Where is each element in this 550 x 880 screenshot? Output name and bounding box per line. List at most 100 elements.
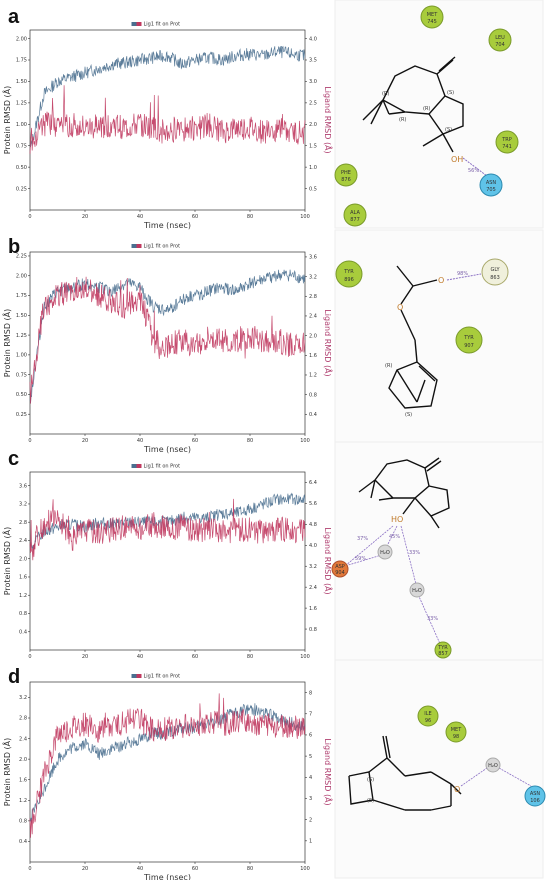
panel-letter: a [8, 6, 20, 28]
y-tick-label: 1.00 [16, 353, 27, 359]
y2-tick-label: 3.0 [309, 79, 317, 85]
legend-swatch-ligand [136, 464, 142, 468]
y-axis-label: Protein RMSD (Å) [1, 738, 12, 807]
residue-number: 907 [464, 343, 474, 349]
residue-bubble: ASN 106 [524, 785, 546, 807]
residue-number: 741 [502, 144, 512, 150]
x-tick-label: 20 [82, 214, 88, 220]
x-tick-label: 0 [28, 214, 31, 220]
y-axis-label: Protein RMSD (Å) [1, 527, 12, 596]
x-tick-label: 60 [192, 214, 198, 220]
x-tick-label: 100 [300, 214, 310, 220]
residue-name: TYR [343, 269, 354, 275]
legend: Lig1 fit on Prot [131, 22, 180, 28]
x-tick-label: 0 [28, 654, 31, 660]
legend-swatch-protein [131, 22, 137, 26]
residue-bubble: ASP 904 [331, 560, 349, 578]
panel-letter: d [8, 666, 21, 688]
residue-number: 704 [495, 42, 505, 48]
water-label: H₂O [380, 550, 390, 556]
panel-c: c Lig1 fit on Prot 0 20 40 60 80 100 0.4 0.8 1.2 1… [0, 441, 550, 662]
residue-bubble: TRP 741 [495, 130, 519, 154]
y2-tick-label: 1.2 [309, 373, 317, 379]
residue-bubble: TYR 857 [434, 641, 452, 659]
carbonyl-oxygen: O [438, 276, 444, 285]
panel-d: d Lig1 fit on Prot 0 20 40 60 80 100 0.4 0.8 1.2 1… [0, 659, 550, 880]
x-tick-label: 20 [82, 438, 88, 444]
legend-label: Lig1 fit on Prot [144, 674, 181, 680]
diagram-frame [334, 659, 544, 879]
y2-tick-label: 1.6 [309, 353, 317, 359]
panel-b: b Lig1 fit on Prot 0 20 40 60 80 100 0.25 0.50 0.… [0, 229, 550, 454]
residue-name: PHE [341, 170, 351, 176]
residue-bubble: MET 98 [445, 721, 467, 743]
y-tick-label: 0.50 [16, 165, 27, 171]
y2-tick-label: 3.6 [309, 255, 317, 261]
residue-name: ASN [530, 791, 541, 797]
residue-bubble: GLY 863 [481, 258, 509, 286]
y-axis-label: Protein RMSD (Å) [1, 309, 12, 378]
y-tick-label: 1.75 [16, 58, 27, 64]
hbond-percent: 45% [389, 534, 400, 540]
hbond-percent: 33% [409, 550, 420, 556]
plot-frame [29, 29, 306, 211]
y2-axis-label: Ligand RMSD (Å) [323, 309, 334, 376]
y-tick-label: 1.25 [16, 101, 27, 107]
y2-tick-label: 4.0 [309, 36, 317, 42]
interaction-diagram: O O (R) (S) 98% TYR 896 GLY 863 TYR 907 [334, 229, 544, 449]
ligand-rmsd-line [29, 693, 306, 838]
y-tick-label: 1.2 [19, 593, 27, 599]
diagram-frame [334, 441, 544, 661]
rmsd-chart: Lig1 fit on Prot 0 20 40 60 80 100 0.4 0.8 1.2 1.6… [1, 674, 334, 880]
y-tick-label: 1.50 [16, 313, 27, 319]
stereo-label: (S) [367, 777, 374, 783]
ligand-rmsd-line [29, 85, 306, 154]
y-tick-label: 2.4 [19, 538, 27, 544]
y2-axis-label: Ligand RMSD (Å) [323, 738, 334, 805]
y-tick-label: 2.0 [19, 757, 27, 763]
y-tick-label: 2.00 [16, 36, 27, 42]
hbond-percent: 37% [357, 536, 368, 542]
y-tick-label: 2.8 [19, 716, 27, 722]
y-tick-label: 3.2 [19, 502, 27, 508]
residue-name: LEU [495, 35, 505, 41]
x-tick-label: 40 [137, 866, 143, 872]
panel-letter: c [8, 448, 20, 470]
y-tick-label: 2.0 [19, 556, 27, 562]
residue-bubble: LEU 704 [488, 28, 512, 52]
water-bubble: H₂O [485, 757, 501, 773]
stereo-label: (R) [399, 117, 406, 123]
y2-tick-label: 2.4 [309, 314, 317, 320]
y2-tick-label: 4.0 [309, 543, 317, 549]
y2-tick-label: 2.5 [309, 101, 317, 107]
stereo-label: (R) [423, 106, 430, 112]
hbond-network [460, 767, 532, 787]
residue-bubble: ASN 705 [479, 173, 503, 197]
residue-bubble: PHE 876 [334, 163, 358, 187]
hbond-percent: 59% [355, 556, 366, 562]
stereo-label: (S) [447, 90, 454, 96]
water-bubble: H₂O [409, 582, 425, 598]
residue-number: 106 [530, 798, 540, 804]
y2-axis-label: Ligand RMSD (Å) [323, 527, 334, 594]
residue-number: 904 [335, 570, 345, 576]
molecule-skeleton [358, 457, 450, 529]
y2-tick-label: 2.8 [309, 294, 317, 300]
y-tick-label: 1.6 [19, 575, 27, 581]
y2-tick-label: 6 [309, 733, 312, 739]
residue-name: TRP [501, 137, 512, 143]
residue-number: 863 [490, 275, 500, 281]
y-tick-label: 0.8 [19, 611, 27, 617]
y-tick-label: 1.2 [19, 798, 27, 804]
x-tick-label: 20 [82, 866, 88, 872]
y-tick-label: 0.25 [16, 186, 27, 192]
x-tick-label: 40 [137, 214, 143, 220]
y2-tick-label: 5.6 [309, 501, 317, 507]
residue-bubble: ILE 96 [417, 705, 439, 727]
residue-number: 98 [453, 734, 459, 740]
hbond-line [446, 273, 482, 281]
y-tick-label: 2.4 [19, 736, 27, 742]
x-tick-label: 60 [192, 654, 198, 660]
y2-tick-label: 4 [309, 775, 312, 781]
hbond-line [462, 157, 488, 177]
